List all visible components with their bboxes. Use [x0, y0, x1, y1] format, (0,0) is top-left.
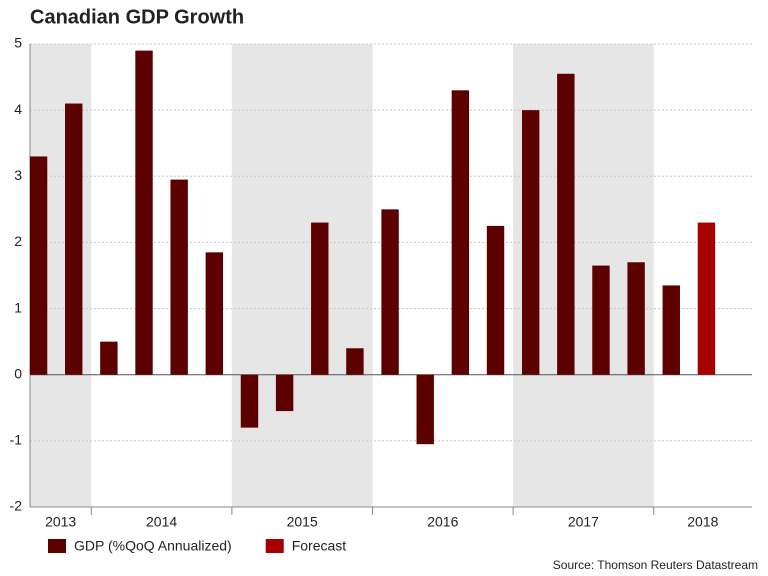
x-group-label: 2018	[687, 514, 718, 530]
bar	[662, 285, 680, 375]
bar	[381, 209, 399, 375]
y-tick-label: -2	[10, 498, 23, 514]
legend-label: GDP (%QoQ Annualized)	[74, 538, 232, 554]
x-group-label: 2016	[427, 514, 458, 530]
bar	[346, 348, 364, 375]
bar	[557, 73, 575, 375]
x-group-label: 2015	[287, 514, 318, 530]
chart-title: Canadian GDP Growth	[30, 6, 244, 28]
y-tick-label: 5	[14, 35, 22, 51]
x-group-label: 2013	[45, 514, 76, 530]
y-tick-label: 1	[14, 299, 22, 315]
y-tick-label: -1	[10, 432, 23, 448]
bar	[697, 222, 716, 375]
bar	[627, 262, 645, 375]
bar	[100, 341, 118, 375]
bar	[240, 374, 259, 428]
bar	[592, 265, 610, 375]
x-group-label: 2014	[146, 514, 177, 530]
source-note: Source: Thomson Reuters Datastream	[553, 558, 758, 572]
y-tick-label: 2	[14, 233, 22, 249]
bar	[311, 222, 329, 375]
bar	[275, 374, 294, 412]
bar	[29, 156, 48, 375]
bar	[416, 374, 434, 445]
legend-swatch	[265, 539, 284, 553]
x-group-label: 2017	[568, 514, 599, 530]
bar	[205, 252, 224, 375]
legend-label: Forecast	[292, 538, 347, 554]
bar	[521, 110, 540, 375]
y-tick-label: 0	[14, 365, 22, 381]
y-tick-label: 3	[14, 167, 22, 183]
y-tick-label: 4	[14, 101, 22, 117]
year-shade	[231, 44, 373, 507]
legend-swatch	[48, 539, 66, 553]
bar	[135, 50, 153, 375]
bar	[65, 103, 83, 375]
bar	[451, 90, 470, 375]
bar	[170, 179, 188, 375]
bar	[486, 225, 505, 375]
